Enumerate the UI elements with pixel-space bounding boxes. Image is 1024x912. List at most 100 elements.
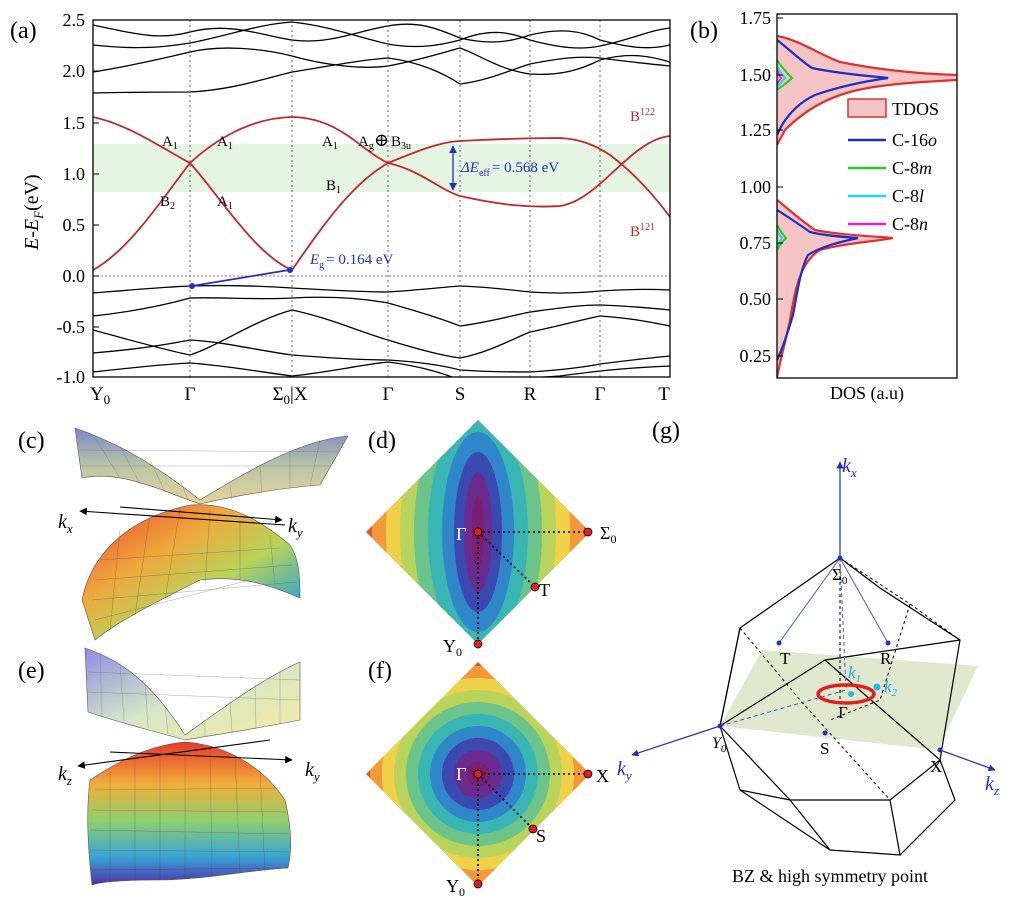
point-sigma0 xyxy=(583,527,593,537)
point-y0 xyxy=(473,639,483,649)
irrep-b1: B1 xyxy=(326,178,341,196)
panel-e-dispersion-surface: (e) kz ky xyxy=(18,647,320,886)
band-ytick: 2.0 xyxy=(63,61,86,81)
band-ylabel: E-EF(eV) xyxy=(21,174,46,251)
label-sigma0: Σ0 xyxy=(600,523,616,546)
panel-label-b: (b) xyxy=(690,18,718,44)
irrep-a1: A1 xyxy=(322,134,338,152)
point-k1 xyxy=(848,691,854,697)
nodal-ring xyxy=(816,683,876,705)
band-ytick: 0.5 xyxy=(63,215,86,235)
label-b121: B121 xyxy=(630,222,655,240)
label-kz: kz xyxy=(58,763,72,788)
legend-label-tdos: TDOS xyxy=(892,99,939,119)
band-ytick: -1.0 xyxy=(57,367,86,387)
label-b122: B122 xyxy=(630,107,655,125)
point-t xyxy=(530,582,540,592)
panel-a-frame xyxy=(92,19,671,378)
ky-axis xyxy=(119,506,283,524)
label-gamma: Γ xyxy=(456,764,466,784)
label-ky: ky xyxy=(305,759,320,784)
legend-label-c16o: C-16o xyxy=(892,130,937,150)
legend-label-c8n: C-8n xyxy=(892,214,928,234)
label-t: T xyxy=(539,580,550,600)
label-kz: kz xyxy=(985,773,999,798)
irrep-labels: A1 A1 B2 A1 A1 B1 Ag⊕ B3u xyxy=(160,130,411,212)
dos-ytick: 0.75 xyxy=(740,233,772,253)
bz-caption: BZ & high symmetry point xyxy=(732,866,928,886)
band-xtick: Γ xyxy=(595,384,606,405)
point-gamma xyxy=(473,527,483,537)
panel-c-dispersion-surface: (c) kx ky xyxy=(18,427,349,641)
panel-b-dos: (b) 1.75 1.50 1.25 1.00 0.75 0.50 0.25 D… xyxy=(690,8,958,404)
band-xtick: R xyxy=(524,384,537,405)
c16o-line xyxy=(777,39,889,361)
c8l-line xyxy=(777,65,787,247)
band-xtick: Γ xyxy=(383,384,394,405)
label-r: R xyxy=(880,649,892,668)
band-xtick-sigma-x: Σ0|X xyxy=(272,384,307,407)
panel-label-d: (d) xyxy=(368,428,396,454)
band-ytick: 1.0 xyxy=(63,164,86,184)
dos-ytick: 1.25 xyxy=(740,120,772,140)
eg-label: Eg = 0.164 eV xyxy=(309,252,394,271)
label-gamma: Γ xyxy=(456,524,466,544)
label-s: S xyxy=(820,739,829,758)
irrep-b2: B2 xyxy=(160,194,175,212)
panel-label-c: (c) xyxy=(18,428,45,454)
ky-axis xyxy=(631,725,721,757)
panel-f-contour: (f) Γ X S Y0 xyxy=(366,658,609,899)
label-ky: ky xyxy=(288,515,303,540)
label-kx: kx xyxy=(842,455,857,480)
label-ky: ky xyxy=(617,758,632,783)
point-k2 xyxy=(873,683,881,691)
point-gamma xyxy=(473,769,483,779)
lower-band-surface xyxy=(81,504,301,641)
legend-swatch-tdos xyxy=(847,98,887,118)
panel-d-contour: (d) Γ Σ0 T Y0 xyxy=(366,420,616,659)
c8n-line xyxy=(777,69,783,85)
gap-line xyxy=(191,269,290,287)
panel-a-band-structure: (a) xyxy=(10,10,671,407)
point-y0 xyxy=(473,879,483,889)
dos-ytick: 0.50 xyxy=(740,289,772,309)
ky-axis xyxy=(109,751,293,764)
kykz-plane xyxy=(720,650,978,750)
irrep-ag-b3u: Ag⊕ B3u xyxy=(358,130,411,152)
band-ytick: 0.0 xyxy=(63,266,86,286)
band-ytick: -0.5 xyxy=(57,317,86,337)
c8m-line xyxy=(777,59,794,251)
kz-axis xyxy=(77,739,271,769)
label-kx: kx xyxy=(58,511,73,536)
upper-band-surface xyxy=(74,427,349,505)
label-x: X xyxy=(596,766,609,786)
band-y-ticks xyxy=(93,19,99,378)
legend-label-c8m: C-8m xyxy=(892,158,932,178)
panel-label-e: (e) xyxy=(18,658,45,684)
upper-band-surface xyxy=(84,647,301,741)
deff-label: ΔEeff = 0.568 eV xyxy=(460,160,559,179)
label-gamma: Γ xyxy=(838,703,848,722)
irrep-a1: A1 xyxy=(217,194,233,212)
panel-label-f: (f) xyxy=(368,658,392,684)
label-y0: Y0 xyxy=(446,876,465,899)
tdos-fill xyxy=(777,36,957,378)
label-s: S xyxy=(536,826,546,846)
panel-label-a: (a) xyxy=(10,18,37,44)
panel-label-g: (g) xyxy=(652,418,680,444)
tdos-line xyxy=(777,34,957,378)
legend-label-c8l: C-8l xyxy=(892,186,924,206)
band-ytick: 1.5 xyxy=(63,113,86,133)
dos-legend: TDOS C-16o C-8m C-8l C-8n xyxy=(847,98,939,234)
irrep-a1: A1 xyxy=(217,134,233,152)
label-k1: k1 xyxy=(848,663,861,685)
label-x: X xyxy=(930,757,942,776)
dos-ytick: 0.25 xyxy=(740,346,772,366)
label-y0: Y0 xyxy=(443,636,462,659)
band-xtick: T xyxy=(658,384,670,405)
dos-ytick: 1.75 xyxy=(740,8,772,28)
lower-band-surface xyxy=(87,741,291,886)
point-x xyxy=(583,769,593,779)
cbm-dot xyxy=(287,267,293,273)
